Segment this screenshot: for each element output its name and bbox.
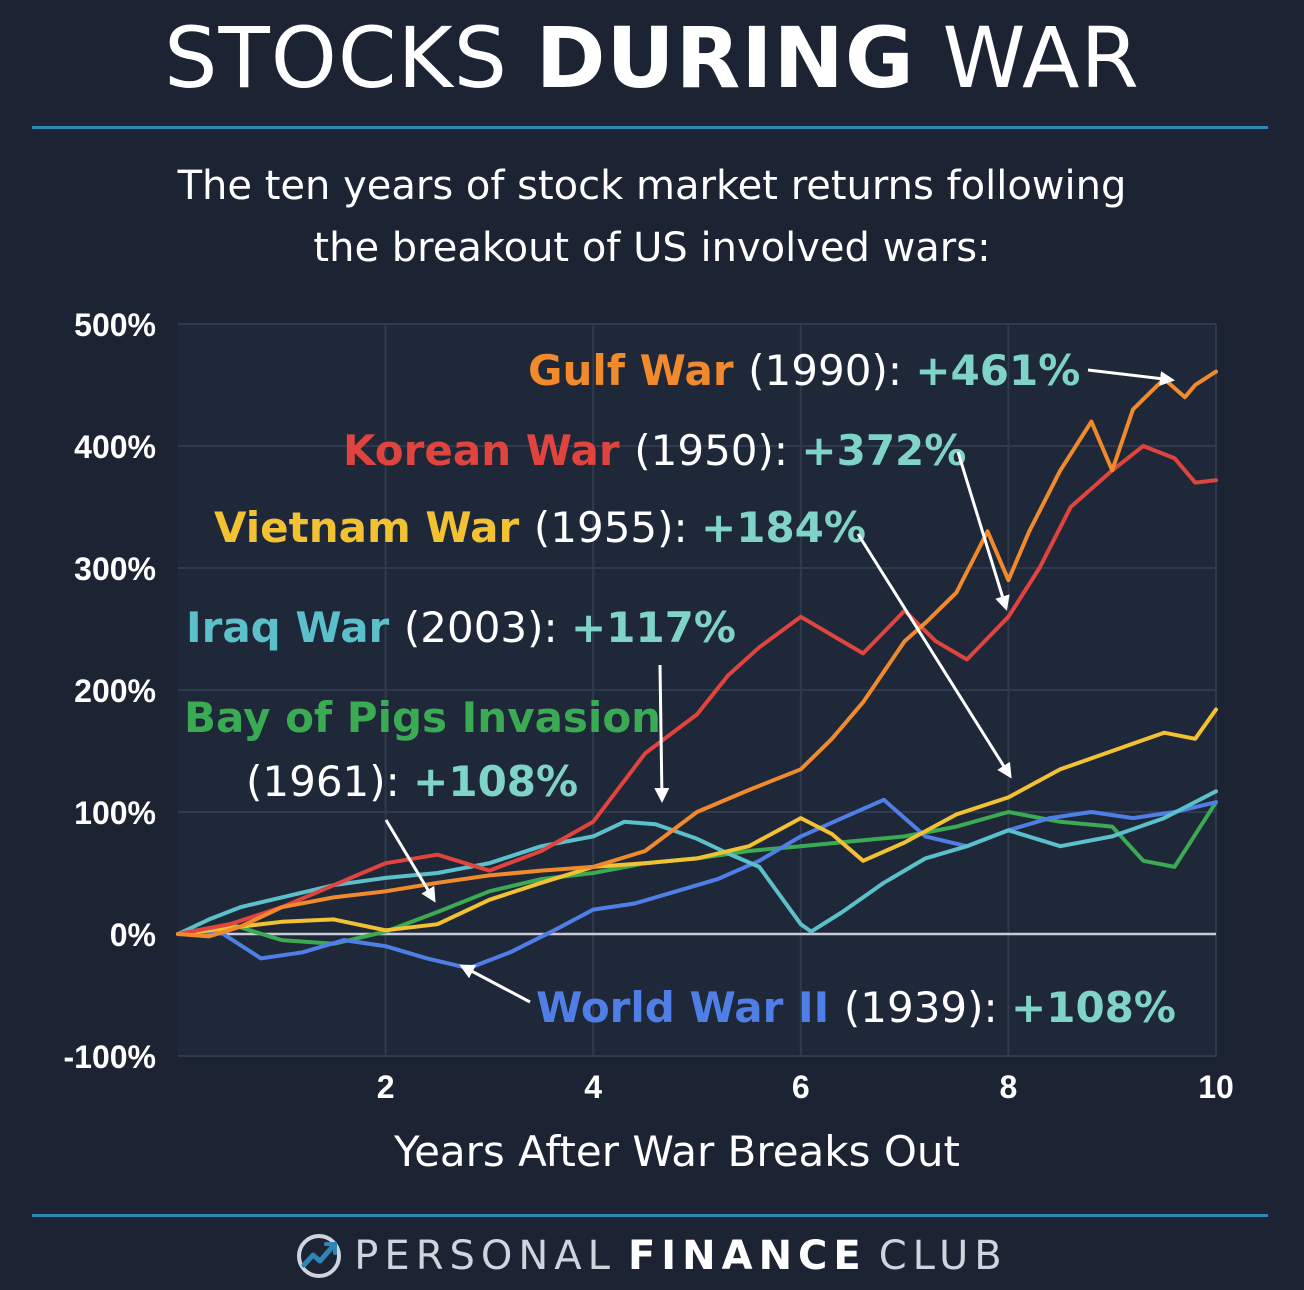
annotation-return: +461%: [915, 346, 1080, 395]
annotation-vietnam-war: Vietnam War (1955): +184%: [214, 503, 866, 552]
annotation-world-war-ii: World War II (1939): +108%: [536, 983, 1176, 1032]
brand-finance: FINANCE: [627, 1233, 867, 1279]
line-chart: -100% 0% 100% 200% 300% 400% 500% 2 4 6 8 10 Years A…: [64, 307, 1234, 1176]
x-axis-label: Years After War Breaks Out: [393, 1127, 960, 1176]
page-title: STOCKS DURING WAR: [0, 8, 1304, 108]
top-divider: [32, 126, 1268, 129]
annotation-year: (1950):: [634, 426, 801, 475]
brand-personal: PERSONAL: [354, 1233, 616, 1279]
y-tick-label: 300%: [74, 551, 156, 587]
annotation-war-name: Iraq War: [186, 603, 404, 652]
annotation-return: +184%: [701, 503, 866, 552]
series-line-vietnam-war: [176, 707, 1218, 936]
annotation-iraq-war: Iraq War (2003): +117%: [186, 603, 736, 652]
annotation-war-name: World War II: [536, 983, 844, 1032]
annotation-war-name: Vietnam War: [214, 503, 534, 552]
annotation-bay-of-pigs-year: (1961): +108%: [246, 757, 578, 806]
series-line-iraq-war: [176, 789, 1218, 936]
series-line-korean-war: [176, 444, 1218, 936]
x-tick-label: 10: [1198, 1069, 1234, 1105]
title-part-2: DURING: [535, 9, 915, 107]
annotation-year: (1961):: [246, 757, 413, 806]
x-tick-label: 2: [377, 1069, 395, 1105]
annotation-year: (2003):: [404, 603, 571, 652]
y-tick-label: 500%: [74, 307, 156, 343]
arrow-korean-war: [956, 451, 1010, 611]
annotation-return: +372%: [801, 426, 966, 475]
y-tick-label: -100%: [64, 1039, 157, 1075]
title-part-1: STOCKS: [164, 9, 508, 107]
annotation-year: (1955):: [534, 503, 701, 552]
x-tick-label: 6: [792, 1069, 810, 1105]
annotation-return: +108%: [1011, 983, 1176, 1032]
annotation-year: (1939):: [844, 983, 1011, 1032]
brand-club: CLUB: [878, 1233, 1008, 1279]
arrow-world-war-ii: [459, 964, 531, 1004]
bottom-divider: [32, 1214, 1268, 1217]
y-tick-label: 200%: [74, 673, 156, 709]
annotation-return: +108%: [413, 757, 578, 806]
y-tick-label: 400%: [74, 429, 156, 465]
y-tick-label: 0%: [110, 917, 156, 953]
annotation-return: +117%: [571, 603, 736, 652]
arrow-vietnam-war: [856, 533, 1012, 779]
annotation-bay-of-pigs-name: Bay of Pigs Invasion: [184, 693, 661, 742]
arrow-gulf-war: [1087, 368, 1175, 387]
annotation-year: (1990):: [748, 346, 915, 395]
annotation-war-name: Gulf War: [528, 346, 748, 395]
series-line-gulf-war: [176, 369, 1218, 939]
subtitle: The ten years of stock market returns fo…: [40, 155, 1264, 279]
subtitle-line-2: the breakout of US involved wars:: [313, 225, 991, 271]
annotation-korean-war: Korean War (1950): +372%: [343, 426, 966, 475]
y-tick-label: 100%: [74, 795, 156, 831]
arrow-iraq-war: [654, 664, 670, 803]
x-tick-label: 4: [584, 1069, 602, 1105]
x-tick-label: 8: [1000, 1069, 1018, 1105]
annotation-war-name: Korean War: [343, 426, 634, 475]
series-line-bay-of-pigs-invasion: [176, 800, 1218, 946]
series-line-world-war-ii: [176, 797, 1218, 971]
footer-brand: PERSONAL FINANCE CLUB: [0, 1226, 1304, 1286]
arrow-bay-of-pigs: [384, 819, 436, 903]
annotation-gulf-war: Gulf War (1990): +461%: [528, 346, 1080, 395]
trending-up-circle-icon: [297, 1234, 342, 1278]
title-part-3: WAR: [942, 9, 1140, 107]
subtitle-line-1: The ten years of stock market returns fo…: [177, 163, 1127, 209]
